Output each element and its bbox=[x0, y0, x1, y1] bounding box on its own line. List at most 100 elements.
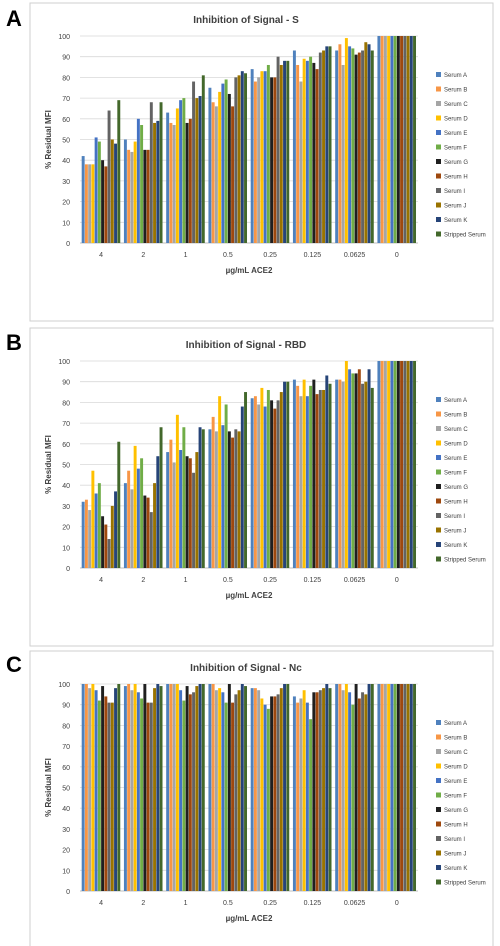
bar bbox=[354, 373, 358, 568]
bar bbox=[266, 389, 270, 568]
bar bbox=[270, 400, 274, 568]
bar bbox=[351, 704, 355, 891]
bar bbox=[263, 406, 267, 568]
bar bbox=[296, 64, 300, 243]
y-tick-label: 80 bbox=[62, 723, 70, 730]
bar bbox=[195, 686, 199, 891]
bar bbox=[214, 690, 218, 891]
bar bbox=[192, 472, 196, 568]
bar bbox=[218, 91, 222, 243]
x-axis-label: µg/mL ACE2 bbox=[226, 914, 273, 923]
bar bbox=[348, 369, 352, 568]
legend-label: Serum G bbox=[444, 808, 468, 814]
bar bbox=[325, 375, 329, 568]
bar bbox=[136, 468, 140, 568]
bar bbox=[377, 361, 381, 568]
bar bbox=[117, 441, 121, 568]
chart-title: Inhibition of Signal - Nc bbox=[190, 663, 302, 674]
y-tick-label: 50 bbox=[62, 786, 70, 793]
bar bbox=[110, 139, 114, 243]
bar bbox=[234, 77, 238, 244]
bar bbox=[322, 50, 326, 243]
bar bbox=[348, 46, 352, 243]
bar bbox=[136, 118, 140, 243]
bar bbox=[182, 427, 186, 568]
x-tick-label: 0.125 bbox=[304, 252, 322, 259]
bar bbox=[370, 684, 374, 891]
bar bbox=[117, 684, 121, 891]
bar bbox=[315, 692, 319, 891]
bar bbox=[396, 361, 400, 568]
bar bbox=[84, 684, 88, 891]
bar bbox=[260, 387, 264, 568]
bar bbox=[114, 491, 118, 568]
bar bbox=[136, 692, 140, 891]
legend-label: Serum A bbox=[444, 721, 467, 727]
x-axis-label: µg/mL ACE2 bbox=[226, 591, 273, 600]
bar bbox=[322, 389, 326, 568]
bar bbox=[188, 458, 192, 568]
bar bbox=[318, 389, 322, 568]
legend-label: Serum D bbox=[444, 117, 468, 123]
bar bbox=[367, 44, 371, 243]
legend-label: Serum B bbox=[444, 413, 467, 419]
bar bbox=[224, 404, 228, 568]
bar bbox=[107, 702, 111, 891]
legend-swatch bbox=[436, 202, 441, 208]
bar bbox=[169, 122, 173, 243]
y-tick-label: 80 bbox=[62, 400, 70, 407]
x-tick-label: 0 bbox=[395, 900, 399, 907]
bar bbox=[409, 361, 413, 568]
bar bbox=[400, 361, 404, 568]
chart-title: Inhibition of Signal - S bbox=[193, 15, 299, 26]
bar bbox=[357, 369, 361, 568]
bar bbox=[312, 692, 316, 891]
bar bbox=[195, 98, 199, 243]
bar bbox=[149, 702, 153, 891]
bar bbox=[257, 77, 261, 244]
bar bbox=[143, 684, 147, 891]
bar bbox=[231, 106, 235, 243]
bar bbox=[169, 439, 173, 568]
bar bbox=[292, 50, 296, 243]
y-tick-label: 20 bbox=[62, 200, 70, 207]
bar bbox=[237, 431, 241, 568]
bar bbox=[221, 425, 225, 568]
x-tick-label: 0.125 bbox=[304, 900, 322, 907]
bar bbox=[387, 361, 391, 568]
legend-swatch bbox=[436, 86, 441, 92]
bar bbox=[286, 381, 290, 568]
x-tick-label: 1 bbox=[184, 577, 188, 584]
bar bbox=[84, 499, 88, 568]
bar bbox=[101, 686, 105, 891]
bar bbox=[338, 684, 342, 891]
bar bbox=[231, 437, 235, 568]
bar bbox=[175, 684, 179, 891]
legend-label: Serum I bbox=[444, 514, 465, 520]
y-tick-label: 100 bbox=[58, 682, 70, 689]
bar bbox=[240, 406, 244, 568]
chart-title: Inhibition of Signal - RBD bbox=[186, 340, 307, 351]
x-tick-label: 0.25 bbox=[263, 900, 277, 907]
bar bbox=[221, 83, 225, 243]
legend-swatch bbox=[436, 778, 441, 783]
bar bbox=[198, 96, 202, 243]
bar bbox=[250, 398, 254, 568]
bar bbox=[286, 684, 290, 891]
bar bbox=[413, 361, 417, 568]
bar bbox=[240, 684, 244, 891]
bar bbox=[335, 379, 339, 568]
bar bbox=[208, 87, 212, 243]
x-tick-label: 0.5 bbox=[223, 252, 233, 259]
bar bbox=[344, 38, 348, 243]
legend-swatch bbox=[436, 188, 441, 193]
panel-label-b: B bbox=[6, 330, 22, 355]
legend-swatch bbox=[436, 72, 441, 77]
legend-swatch bbox=[436, 865, 441, 870]
bar bbox=[270, 696, 274, 891]
bar bbox=[341, 64, 345, 243]
bar bbox=[88, 164, 92, 243]
bar bbox=[169, 684, 173, 891]
bar bbox=[253, 688, 257, 891]
bar bbox=[104, 166, 108, 243]
